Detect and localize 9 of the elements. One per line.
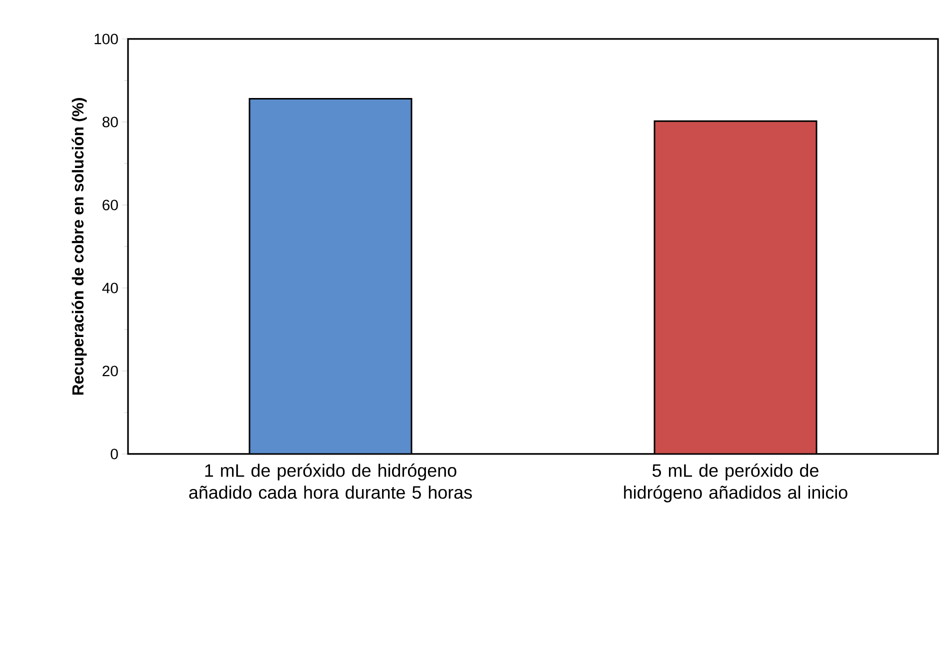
y-tick-label: 40 [102,282,118,294]
x-tick-label: 5 mL de peróxido de hidrógeno añadidos al inicio [624,464,848,502]
y-tick-label: 0 [110,448,118,460]
y-tick-label: 80 [102,116,118,128]
x-tick-label: 1 mL de peróxido de hidrógeno añadido cada hora durante 5 horas [189,464,472,499]
y-tick-label: 60 [102,200,118,210]
y-tick-label: 20 [102,366,118,376]
y-axis-title: Recuperación de cobre en solución (%) [72,98,87,395]
y-tick-label: 100 [94,34,118,44]
